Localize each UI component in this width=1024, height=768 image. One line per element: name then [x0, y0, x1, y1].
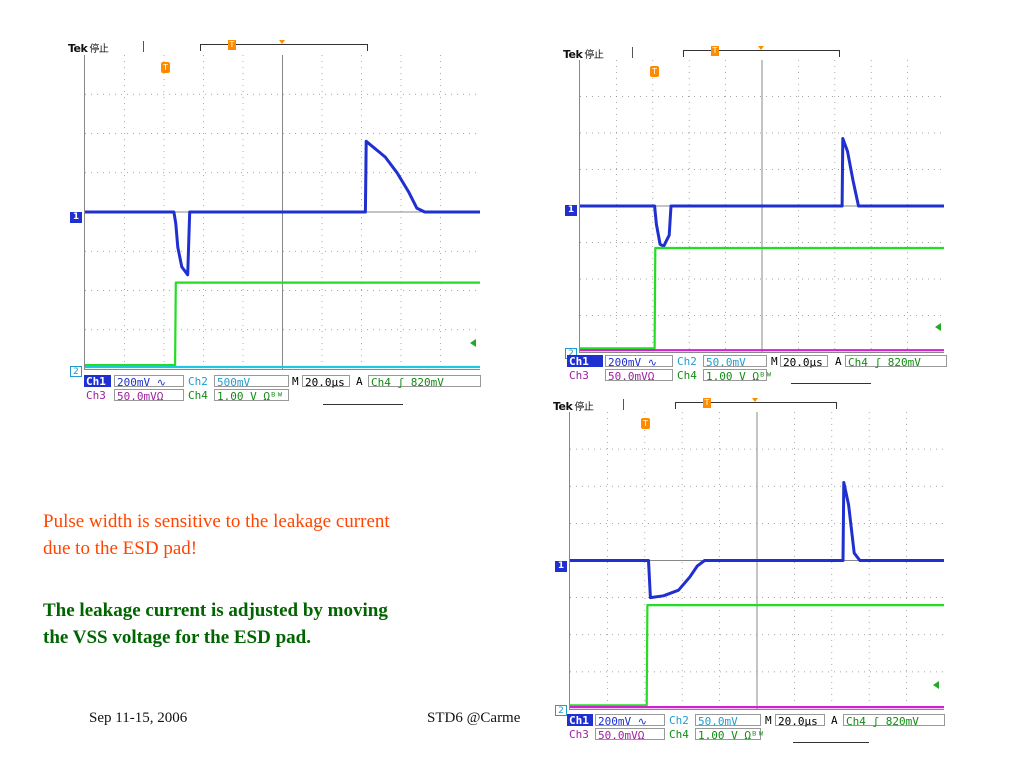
header-divider	[632, 47, 633, 58]
scope-2-state: 停止	[584, 50, 604, 61]
scope-1-state: 停止	[89, 44, 109, 55]
scope-1-trigger-icon: T	[161, 62, 170, 73]
scope-2-status: Ch1 200mV ∿ Ch2 50.0mV M 20.0μs A Ch4 ʃ …	[567, 355, 947, 383]
scope-2-trigger-level-icon	[935, 323, 941, 331]
scope-1-center-arrow-icon	[279, 40, 285, 44]
scope-1-header: Tek 停止 T	[68, 40, 484, 55]
trace-ch1	[580, 137, 944, 248]
ch3-label: Ch3	[569, 369, 589, 382]
ch2-label: Ch2	[669, 714, 689, 727]
scope-3-brand: Tek 停止	[553, 400, 594, 413]
trigger-label: A	[356, 375, 363, 388]
ch1-scale: 200mV ∿	[114, 375, 184, 389]
ch3-scale: 50.0mVΩ	[595, 728, 665, 742]
ch1-label: Ch1	[567, 714, 593, 727]
scope-3-ch2-marker: 2	[555, 705, 567, 716]
scope-2: Tek 停止 T T 1 2 Ch1 200mV ∿ Ch2 50.0mV M 2…	[563, 46, 947, 386]
header-divider	[143, 41, 144, 52]
scope-1-status: Ch1 200mV ∿ Ch2 500mV M 20.0μs A Ch4 ʃ 8…	[84, 375, 484, 403]
trace-ch1	[85, 139, 480, 277]
trace-ch4	[85, 281, 480, 367]
scope-3: Tek 停止 T T 1 2 Ch1 200mV ∿ Ch2 50.0mV M 2…	[553, 398, 947, 748]
underline	[323, 404, 403, 405]
ch1-scale: 200mV ∿	[595, 714, 665, 728]
ch4-scale: 1.00 V Ωᴮᵂ	[703, 369, 772, 383]
ch2-label: Ch2	[188, 375, 208, 388]
ch2-scale: 500mV	[214, 375, 289, 389]
trace-ch1	[570, 481, 944, 600]
ch1-label: Ch1	[84, 375, 111, 388]
ch1-label: Ch1	[567, 355, 603, 368]
note-sensitivity-line-1: Pulse width is sensitive to the leakage …	[43, 511, 390, 532]
scope-1-plot	[85, 55, 480, 369]
ch3-scale: 50.0mVΩ	[114, 389, 184, 403]
timebase-label: M	[771, 355, 778, 368]
ch4-label: Ch4	[188, 389, 208, 402]
scope-2-center-arrow-icon	[758, 46, 764, 50]
ch1-scale: 200mV ∿	[605, 355, 673, 369]
header-divider	[623, 399, 624, 410]
ch4-scale: 1.00 V Ωᴮᵂ	[695, 728, 764, 742]
trigger-setting: Ch4 ʃ 820mV	[845, 355, 947, 369]
footer-date: Sep 11-15, 2006	[89, 710, 188, 726]
scope-3-header: Tek 停止 T	[553, 398, 947, 413]
scope-2-header: Tek 停止 T	[563, 46, 947, 61]
scope-3-trigger-pos-icon: T	[703, 398, 711, 408]
ch2-scale: 50.0mV	[703, 355, 767, 369]
trace-ch4	[580, 246, 944, 350]
scope-3-trigger-level-icon	[933, 681, 939, 689]
trigger-setting: Ch4 ʃ 820mV	[368, 375, 481, 389]
scope-1-trigger-pos-icon: T	[228, 40, 236, 50]
scope-3-trigger-icon: T	[641, 418, 650, 429]
ch3-scale: 50.0mVΩ	[605, 369, 673, 383]
scope-3-ch1-marker: 1	[555, 561, 567, 572]
scope-3-plot	[570, 412, 944, 709]
scope-1-trigger-level-icon	[470, 339, 476, 347]
trigger-label: A	[831, 714, 838, 727]
ch3-label: Ch3	[569, 728, 589, 741]
record-bracket	[200, 44, 368, 51]
timebase-scale: 20.0μs	[302, 375, 350, 389]
scope-3-status: Ch1 200mV ∿ Ch2 50.0mV M 20.0μs A Ch4 ʃ …	[567, 714, 947, 742]
ch2-scale: 50.0mV	[695, 714, 761, 728]
record-bracket	[683, 50, 840, 57]
underline	[791, 383, 871, 384]
scope-2-trigger-pos-icon: T	[711, 46, 719, 56]
scope-2-trigger-icon: T	[650, 66, 659, 77]
scope-2-ch1-marker: 1	[565, 205, 577, 216]
ch2-label: Ch2	[677, 355, 697, 368]
ch4-label: Ch4	[677, 369, 697, 382]
timebase-label: M	[765, 714, 772, 727]
timebase-label: M	[292, 375, 299, 388]
ch3-label: Ch3	[86, 389, 106, 402]
trace-ch4	[570, 604, 944, 707]
note-adjustment-line-2: the VSS voltage for the ESD pad.	[43, 627, 311, 648]
scope-2-plot	[580, 60, 944, 352]
ch4-label: Ch4	[669, 728, 689, 741]
timebase-scale: 20.0μs	[780, 355, 828, 369]
trigger-label: A	[835, 355, 842, 368]
scope-3-graticule	[569, 412, 944, 710]
scope-2-brand: Tek 停止	[563, 48, 604, 61]
record-bracket	[675, 402, 837, 409]
ch4-scale: 1.00 V Ωᴮᵂ	[214, 389, 289, 403]
trigger-setting: Ch4 ʃ 820mV	[843, 714, 945, 728]
scope-1-brand: Tek 停止	[68, 42, 109, 55]
note-sensitivity: Pulse width is sensitive to the leakage …	[43, 508, 533, 562]
note-sensitivity-line-2: due to the ESD pad!	[43, 538, 198, 559]
note-adjustment-line-1: The leakage current is adjusted by movin…	[43, 600, 388, 621]
scope-1: Tek 停止 T T 1 2 Ch1 200mV ∿ Ch2 500mV M 20…	[68, 40, 484, 406]
scope-1-ch2-marker: 2	[70, 366, 82, 377]
scope-1-graticule	[84, 55, 480, 370]
underline	[793, 742, 869, 743]
timebase-scale: 20.0μs	[775, 714, 825, 728]
scope-3-state: 停止	[574, 402, 594, 413]
scope-1-ch1-marker: 1	[70, 212, 82, 223]
scope-3-center-arrow-icon	[752, 398, 758, 402]
note-adjustment: The leakage current is adjusted by movin…	[43, 597, 533, 651]
scope-2-graticule	[579, 60, 944, 353]
footer-venue: STD6 @Carme	[427, 710, 521, 726]
